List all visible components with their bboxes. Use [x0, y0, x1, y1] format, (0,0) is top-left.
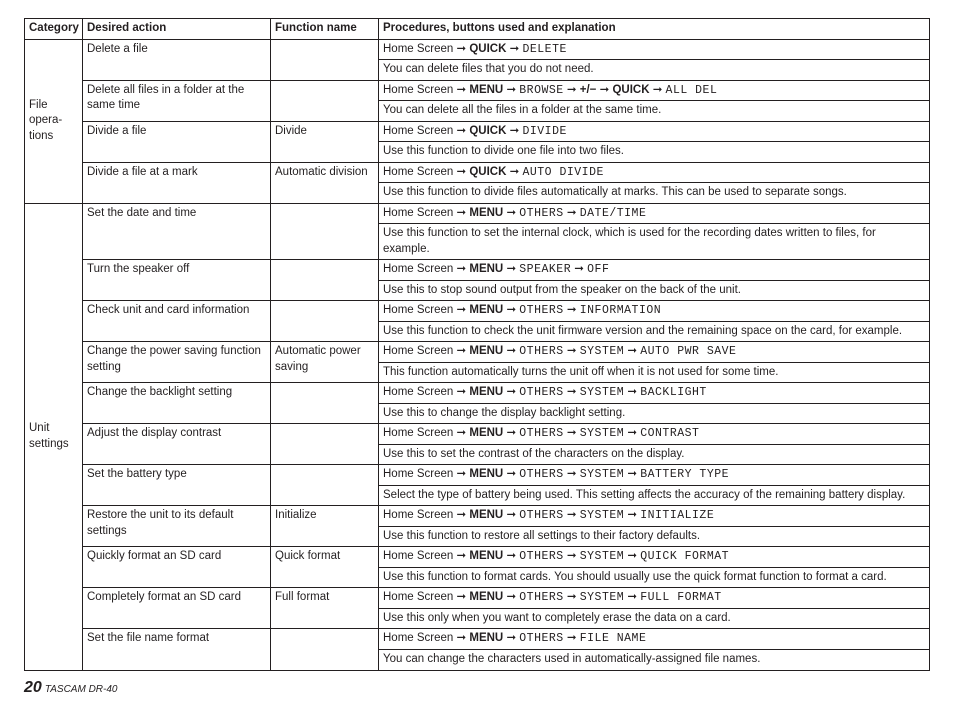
action-cell: Completely format an SD card — [83, 588, 271, 629]
table-row: Set the file name formatHome Screen ➞ ME… — [25, 629, 930, 650]
action-cell: Delete all files in a folder at the same… — [83, 80, 271, 121]
procedure-path: Home Screen ➞ MENU ➞ OTHERS ➞ SYSTEM ➞ A… — [379, 342, 930, 363]
col-category: Category — [25, 19, 83, 40]
function-cell — [271, 629, 379, 670]
function-cell — [271, 80, 379, 121]
table-row: Delete all files in a folder at the same… — [25, 80, 930, 101]
table-row: Check unit and card informationHome Scre… — [25, 301, 930, 322]
table-row: Change the backlight settingHome Screen … — [25, 383, 930, 404]
page-number: 20 — [24, 679, 42, 696]
procedure-path: Home Screen ➞ QUICK ➞ AUTO DIVIDE — [379, 162, 930, 183]
procedure-path: Home Screen ➞ MENU ➞ OTHERS ➞ SYSTEM ➞ B… — [379, 465, 930, 486]
procedure-path: Home Screen ➞ MENU ➞ OTHERS ➞ DATE/TIME — [379, 203, 930, 224]
quick-reference-table: Category Desired action Function name Pr… — [24, 18, 930, 671]
action-cell: Quickly format an SD card — [83, 547, 271, 588]
procedure-path: Home Screen ➞ MENU ➞ OTHERS ➞ FILE NAME — [379, 629, 930, 650]
action-cell: Adjust the display contrast — [83, 424, 271, 465]
table-row: Divide a file at a markAutomatic divisio… — [25, 162, 930, 183]
procedure-explanation: Use this function to divide files automa… — [379, 183, 930, 204]
procedure-path: Home Screen ➞ MENU ➞ BROWSE ➞ +/− ➞ QUIC… — [379, 80, 930, 101]
function-cell — [271, 465, 379, 506]
action-cell: Delete a file — [83, 39, 271, 80]
procedure-explanation: You can delete all the files in a folder… — [379, 101, 930, 122]
procedure-path: Home Screen ➞ MENU ➞ OTHERS ➞ SYSTEM ➞ F… — [379, 588, 930, 609]
procedure-explanation: Use this to change the display backlight… — [379, 403, 930, 424]
action-cell: Divide a file — [83, 121, 271, 162]
col-function: Function name — [271, 19, 379, 40]
procedure-explanation: Use this only when you want to completel… — [379, 608, 930, 629]
function-cell — [271, 383, 379, 424]
function-cell: Initialize — [271, 506, 379, 547]
model-name: TASCAM DR-40 — [45, 684, 118, 695]
action-cell: Set the file name format — [83, 629, 271, 670]
procedure-path: Home Screen ➞ MENU ➞ OTHERS ➞ INFORMATIO… — [379, 301, 930, 322]
table-row: Change the power saving function setting… — [25, 342, 930, 363]
table-row: Completely format an SD cardFull formatH… — [25, 588, 930, 609]
action-cell: Change the backlight setting — [83, 383, 271, 424]
category-cell: File opera­tions — [25, 39, 83, 203]
procedure-path: Home Screen ➞ MENU ➞ OTHERS ➞ SYSTEM ➞ Q… — [379, 547, 930, 568]
function-cell: Quick format — [271, 547, 379, 588]
procedure-path: Home Screen ➞ MENU ➞ OTHERS ➞ SYSTEM ➞ C… — [379, 424, 930, 445]
action-cell: Set the date and time — [83, 203, 271, 260]
table-row: Turn the speaker offHome Screen ➞ MENU ➞… — [25, 260, 930, 281]
procedure-explanation: Use this function to restore all setting… — [379, 526, 930, 547]
function-cell — [271, 203, 379, 260]
table-row: File opera­tionsDelete a fileHome Screen… — [25, 39, 930, 60]
procedure-explanation: Use this function to divide one file int… — [379, 142, 930, 163]
function-cell: Full format — [271, 588, 379, 629]
col-action: Desired action — [83, 19, 271, 40]
function-cell — [271, 260, 379, 301]
procedure-explanation: Use this to stop sound output from the s… — [379, 280, 930, 301]
procedure-explanation: You can delete files that you do not nee… — [379, 60, 930, 81]
function-cell: Divide — [271, 121, 379, 162]
action-cell: Restore the unit to its default settings — [83, 506, 271, 547]
table-row: Adjust the display contrastHome Screen ➞… — [25, 424, 930, 445]
action-cell: Set the battery type — [83, 465, 271, 506]
page-footer: 20 TASCAM DR-40 — [24, 679, 930, 697]
procedure-explanation: You can change the characters used in au… — [379, 649, 930, 670]
function-cell: Automatic division — [271, 162, 379, 203]
category-cell: Unit settings — [25, 203, 83, 670]
action-cell: Divide a file at a mark — [83, 162, 271, 203]
action-cell: Check unit and card information — [83, 301, 271, 342]
function-cell — [271, 39, 379, 80]
table-row: Divide a fileDivideHome Screen ➞ QUICK ➞… — [25, 121, 930, 142]
procedure-explanation: Use this function to set the internal cl… — [379, 224, 930, 260]
procedure-explanation: Use this function to check the unit firm… — [379, 321, 930, 342]
col-procedure: Procedures, buttons used and explanation — [379, 19, 930, 40]
table-row: Restore the unit to its default settings… — [25, 506, 930, 527]
function-cell: Automatic power saving — [271, 342, 379, 383]
table-row: Unit settingsSet the date and timeHome S… — [25, 203, 930, 224]
procedure-path: Home Screen ➞ QUICK ➞ DELETE — [379, 39, 930, 60]
procedure-path: Home Screen ➞ QUICK ➞ DIVIDE — [379, 121, 930, 142]
procedure-path: Home Screen ➞ MENU ➞ OTHERS ➞ SYSTEM ➞ B… — [379, 383, 930, 404]
procedure-explanation: Use this function to format cards. You s… — [379, 567, 930, 588]
procedure-explanation: Select the type of battery being used. T… — [379, 485, 930, 506]
procedure-path: Home Screen ➞ MENU ➞ SPEAKER ➞ OFF — [379, 260, 930, 281]
procedure-explanation: Use this to set the contrast of the char… — [379, 444, 930, 465]
function-cell — [271, 301, 379, 342]
procedure-explanation: This function automatically turns the un… — [379, 362, 930, 383]
procedure-path: Home Screen ➞ MENU ➞ OTHERS ➞ SYSTEM ➞ I… — [379, 506, 930, 527]
action-cell: Change the power saving function setting — [83, 342, 271, 383]
table-row: Quickly format an SD cardQuick formatHom… — [25, 547, 930, 568]
action-cell: Turn the speaker off — [83, 260, 271, 301]
table-row: Set the battery typeHome Screen ➞ MENU ➞… — [25, 465, 930, 486]
table-header-row: Category Desired action Function name Pr… — [25, 19, 930, 40]
function-cell — [271, 424, 379, 465]
